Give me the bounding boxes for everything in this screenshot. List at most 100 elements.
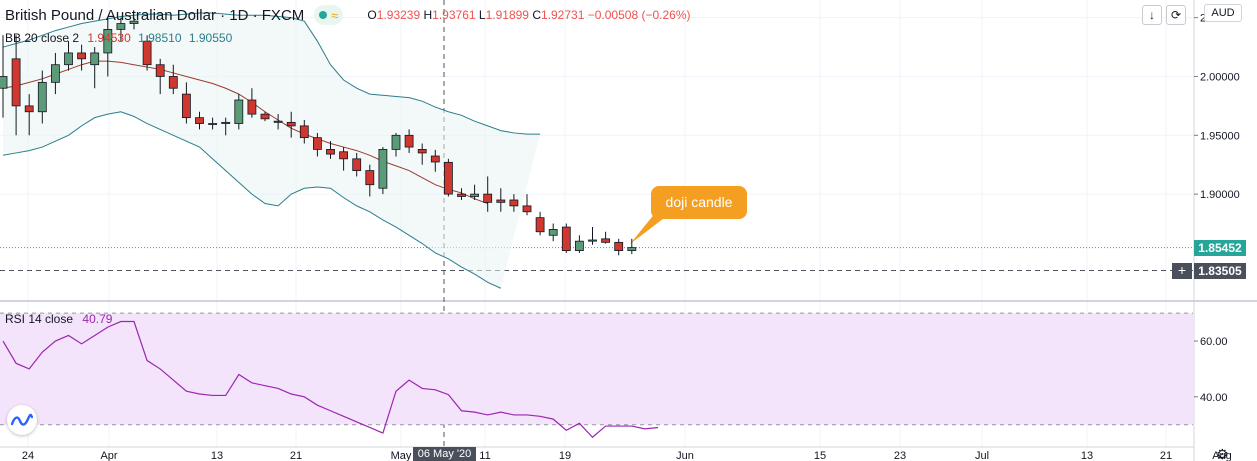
doji-candle-annotation[interactable]: doji candle xyxy=(651,186,747,219)
candle xyxy=(90,47,100,89)
candle-body xyxy=(286,121,296,127)
candle-body xyxy=(11,58,21,107)
candle-body xyxy=(0,76,8,89)
candle xyxy=(195,111,204,130)
market-open-dot-icon xyxy=(319,11,328,19)
symbol-title[interactable]: British Pound / Australian Dollar · 1D ·… xyxy=(5,6,305,24)
candle-body xyxy=(168,76,178,89)
market-status-pill[interactable]: ≈ xyxy=(314,5,344,25)
candle xyxy=(208,117,218,130)
add-alert-plus-icon[interactable]: + xyxy=(1172,262,1192,279)
candle xyxy=(116,17,126,42)
rsi-legend[interactable]: RSI 14 close 40.79 xyxy=(5,312,112,326)
candle-body xyxy=(234,99,244,124)
candle xyxy=(391,132,401,157)
rsi-y-tick-label: 40.00 xyxy=(1200,392,1228,404)
candle-body xyxy=(221,121,231,124)
ohlc-high-value: 1.93761 xyxy=(432,8,476,22)
candle xyxy=(299,120,309,144)
candle-body xyxy=(247,99,257,115)
candle xyxy=(588,227,597,245)
last-price-tag: 1.85452 xyxy=(1194,239,1246,256)
candle xyxy=(575,235,584,253)
bb-basis-line xyxy=(2,60,488,204)
candle-body xyxy=(208,123,218,125)
candle-body xyxy=(103,29,113,54)
candle xyxy=(51,52,60,95)
candle xyxy=(260,111,270,122)
candle-body xyxy=(601,238,610,243)
settings-gear-icon[interactable]: ⚙ xyxy=(1216,446,1229,461)
candle-body xyxy=(326,149,335,155)
candle xyxy=(221,117,231,136)
candle-body xyxy=(443,161,453,195)
candle-body xyxy=(299,125,309,139)
x-tick-label: Jul xyxy=(975,450,989,461)
ohlc-close-value: 1.92731 xyxy=(541,8,585,22)
candle xyxy=(627,238,637,255)
x-tick-label: May xyxy=(391,450,412,461)
candle-body xyxy=(496,199,506,203)
bb-lower-line xyxy=(2,111,502,289)
candle xyxy=(404,129,414,153)
candle-body xyxy=(142,40,152,66)
candle xyxy=(378,147,388,195)
scale-currency-label[interactable]: AUD xyxy=(1204,4,1242,22)
candle-body xyxy=(24,105,34,113)
candle-body xyxy=(404,134,414,148)
x-tick-label: 21 xyxy=(1160,450,1172,461)
legend-header: British Pound / Australian Dollar · 1D ·… xyxy=(0,0,690,30)
candle xyxy=(77,44,86,71)
candle-body xyxy=(483,193,493,203)
reload-button[interactable]: ⟳ xyxy=(1166,5,1186,25)
candle-body xyxy=(470,193,480,197)
candle xyxy=(168,64,178,95)
candle xyxy=(365,164,375,197)
candle-body xyxy=(417,149,427,154)
candle xyxy=(142,35,152,71)
x-tick-label: 24 xyxy=(22,450,34,461)
candle-body xyxy=(90,52,100,66)
candle xyxy=(181,82,191,124)
candle xyxy=(312,132,322,157)
candle-body xyxy=(378,149,388,189)
candle xyxy=(457,188,466,200)
x-tick-label: Aug xyxy=(1212,450,1232,461)
candle xyxy=(561,223,571,253)
x-tick-label: 23 xyxy=(894,450,906,461)
scroll-down-button[interactable]: ↓ xyxy=(1142,5,1162,25)
ohlc-open-value: 1.93239 xyxy=(376,8,421,22)
candle xyxy=(326,141,335,159)
candle-body xyxy=(339,151,349,160)
candle xyxy=(483,176,493,212)
x-tick-label: 19 xyxy=(559,450,571,461)
crosshair-price-tag: 1.83505 xyxy=(1194,262,1246,279)
y-tick-label: 1.95000 xyxy=(1200,130,1240,142)
bollinger-bands xyxy=(2,12,541,289)
tradingview-logo-icon[interactable] xyxy=(7,405,37,435)
candle-body xyxy=(535,217,545,233)
candle-body xyxy=(273,120,283,123)
candle-body xyxy=(391,134,401,150)
ohlc-close-key: C xyxy=(532,8,541,22)
candle xyxy=(443,158,453,197)
candle-body xyxy=(548,229,558,236)
rsi-name: RSI 14 close xyxy=(5,312,74,326)
candle xyxy=(37,70,47,124)
candle xyxy=(339,147,349,171)
candle-body xyxy=(129,20,139,24)
candle-body xyxy=(509,199,519,207)
candle-body xyxy=(312,137,322,150)
candle xyxy=(129,17,139,30)
bb-fill xyxy=(3,12,541,289)
x-tick-label: 13 xyxy=(211,450,223,461)
x-tick-label: 11 xyxy=(479,450,490,461)
bollinger-legend[interactable]: BB 20 close 2 1.94530 1.98510 1.90550 xyxy=(5,31,232,45)
candle xyxy=(601,231,610,244)
bb-upper-line xyxy=(2,12,541,135)
y-tick-label: 1.90000 xyxy=(1200,189,1240,201)
bb-name: BB 20 close 2 xyxy=(5,31,80,45)
candle-body xyxy=(614,241,624,251)
